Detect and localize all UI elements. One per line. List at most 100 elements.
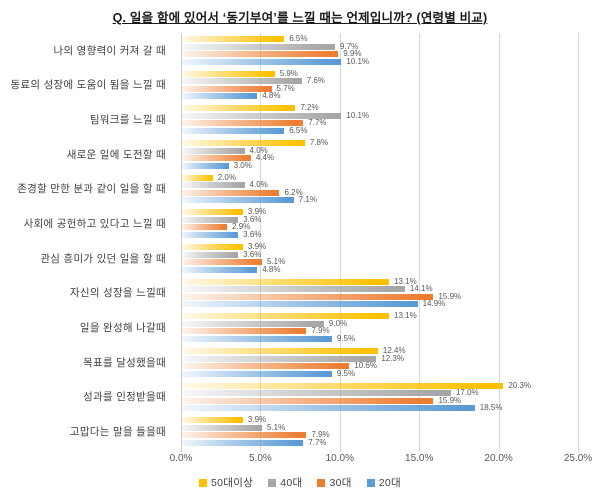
- bar-40대: [181, 286, 405, 293]
- bar-20대: [181, 370, 332, 377]
- legend-item-50대이상: 50대이상: [199, 475, 253, 490]
- bar-line: 10.6%: [181, 361, 578, 371]
- legend-label: 50대이상: [211, 477, 254, 489]
- value-label: 10.6%: [354, 361, 377, 371]
- category-label: 사회에 공헌하고 있다고 느낄 때: [23, 218, 166, 231]
- category-label: 고맙다는 말을 들을때: [69, 426, 166, 439]
- legend: 50대이상 40대 30대 20대: [0, 475, 600, 490]
- legend-label: 30대: [329, 477, 352, 489]
- value-label: 5.1%: [266, 257, 286, 267]
- bar-30대: [181, 155, 251, 162]
- bar-line: 7.6%: [181, 77, 578, 85]
- value-label: 4.0%: [249, 180, 268, 190]
- value-label: 4.4%: [255, 153, 275, 163]
- x-axis-tick-label: 25.0%: [563, 453, 593, 464]
- bar-line: 10.1%: [181, 110, 578, 120]
- bar-30대: [181, 293, 434, 300]
- category-label: 팀워크를 느낄 때: [89, 114, 166, 127]
- bar-50대이상: [181, 417, 243, 424]
- bar-40대: [181, 182, 245, 189]
- bar-line: 3.9%: [181, 415, 578, 425]
- bar-line: 18.5%: [181, 403, 578, 413]
- x-axis-tick-label: 15.0%: [405, 453, 434, 464]
- bar-20대: [181, 197, 294, 204]
- gridline: [260, 33, 262, 452]
- bar-50대이상: [181, 347, 378, 354]
- bar-line: 9.0%: [181, 318, 578, 328]
- bar-20대: [181, 162, 229, 169]
- chart-title: Q. 일을 함에 있어서 ‘동기부여’를 느낄 때는 언제입니까? (연령별 비…: [112, 11, 488, 25]
- value-label: 17.0%: [455, 388, 479, 398]
- bar-line: 17.0%: [181, 388, 578, 398]
- value-label: 7.1%: [298, 195, 317, 205]
- value-label: 2.9%: [232, 222, 251, 232]
- x-axis-tick-label: 10.0%: [325, 453, 354, 464]
- category-label: 동료의 성장에 도움이 됨을 느낄 때: [10, 79, 166, 92]
- gridline: [419, 33, 421, 452]
- bar-line: 3.9%: [181, 208, 578, 216]
- value-label: 7.7%: [308, 438, 327, 448]
- bar-30대: [181, 85, 272, 92]
- bar-30대: [181, 224, 228, 231]
- value-label: 2.0%: [217, 172, 236, 182]
- bar-40대: [181, 112, 342, 119]
- bar-30대: [181, 432, 307, 439]
- category-label: 나의 영향력이 커져 갈 때: [53, 44, 166, 57]
- value-label: 10.1%: [346, 110, 370, 120]
- bar-50대이상: [181, 70, 275, 77]
- bar-20대: [181, 336, 332, 343]
- bar-group: 7.2% 10.1% 7.7% 6.5%: [181, 102, 578, 137]
- bar-line: 4.0%: [181, 180, 578, 190]
- bar-line: 4.8%: [181, 265, 578, 273]
- bar-30대: [181, 363, 350, 370]
- x-axis-tick-label: 20.0%: [484, 453, 513, 464]
- gridline: [578, 33, 579, 452]
- legend-marker-icon: [366, 478, 375, 487]
- bar-line: 9.5%: [181, 369, 578, 377]
- value-label: 15.9%: [438, 291, 462, 301]
- bar-line: 13.1%: [181, 277, 578, 285]
- bar-line: 12.4%: [181, 346, 578, 354]
- value-label: 3.6%: [243, 214, 262, 224]
- value-label: 9.7%: [340, 41, 359, 51]
- bar-line: 5.1%: [181, 257, 578, 267]
- bar-group: 3.9% 5.1% 7.9% 7.7%: [181, 414, 578, 449]
- value-label: 7.2%: [300, 103, 319, 113]
- bar-line: 13.1%: [181, 311, 578, 321]
- value-label: 6.5%: [289, 126, 308, 136]
- value-label: 9.5%: [336, 334, 356, 344]
- value-label: 14.1%: [409, 284, 433, 294]
- bar-50대이상: [181, 382, 504, 389]
- value-label: 18.5%: [479, 403, 503, 413]
- bar-line: 7.7%: [181, 438, 578, 448]
- value-label: 3.9%: [247, 241, 267, 251]
- x-axis: 0.0% 5.0% 10.0% 15.0% 20.0% 25.0%: [170, 453, 593, 467]
- bar-group: 12.4% 12.3% 10.6% 9.5%: [181, 345, 578, 380]
- x-axis-tick-label: 0.0%: [169, 453, 193, 464]
- value-label: 3.9%: [247, 415, 267, 425]
- bar-line: 9.9%: [181, 50, 578, 58]
- bar-line: 6.2%: [181, 187, 578, 197]
- value-label: 9.0%: [328, 318, 348, 328]
- value-label: 6.2%: [284, 187, 303, 197]
- legend-marker-icon: [199, 478, 208, 487]
- bar-line: 3.6%: [181, 250, 578, 258]
- value-label: 5.1%: [266, 422, 286, 432]
- bar-30대: [181, 51, 339, 58]
- bar-group: 7.8% 4.0% 4.4% 3.0%: [181, 137, 578, 172]
- category-label: 존경할 만한 분과 같이 일을 할 때: [17, 183, 166, 196]
- value-label: 14.9%: [422, 299, 446, 309]
- bar-20대: [181, 440, 304, 447]
- value-label: 4.0%: [249, 145, 268, 155]
- bar-line: 3.9%: [181, 241, 578, 251]
- legend-marker-icon: [317, 478, 326, 487]
- bar-group: 3.9% 3.6% 5.1% 4.8%: [181, 241, 578, 276]
- bar-40대: [181, 216, 239, 223]
- bar-line: 20.3%: [181, 381, 578, 389]
- bar-line: 3.6%: [181, 214, 578, 224]
- value-label: 13.1%: [394, 311, 417, 321]
- legend-label: 40대: [280, 477, 303, 489]
- value-label: 5.9%: [279, 68, 298, 78]
